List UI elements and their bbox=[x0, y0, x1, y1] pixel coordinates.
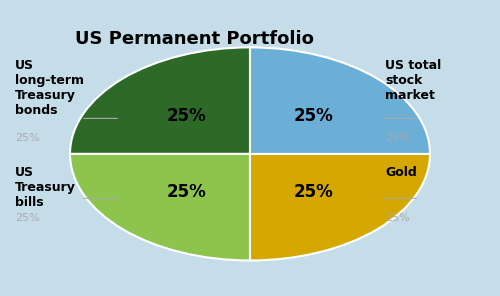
Text: US Permanent Portfolio: US Permanent Portfolio bbox=[75, 30, 314, 48]
Text: 25%: 25% bbox=[166, 107, 206, 125]
Text: 25%: 25% bbox=[294, 107, 334, 125]
Text: 25%: 25% bbox=[385, 213, 410, 223]
Wedge shape bbox=[250, 47, 430, 154]
Wedge shape bbox=[70, 154, 250, 260]
Text: US
long-term
Treasury
bonds: US long-term Treasury bonds bbox=[15, 59, 84, 117]
Text: 25%: 25% bbox=[15, 213, 40, 223]
Text: 25%: 25% bbox=[166, 183, 206, 201]
Text: 25%: 25% bbox=[15, 133, 40, 143]
Text: US
Treasury
bills: US Treasury bills bbox=[15, 166, 76, 209]
Text: Gold: Gold bbox=[385, 166, 417, 179]
Wedge shape bbox=[70, 47, 250, 154]
Text: 25%: 25% bbox=[294, 183, 334, 201]
Text: 25%: 25% bbox=[385, 133, 410, 143]
Wedge shape bbox=[250, 154, 430, 260]
Text: US total
stock
market: US total stock market bbox=[385, 59, 442, 102]
